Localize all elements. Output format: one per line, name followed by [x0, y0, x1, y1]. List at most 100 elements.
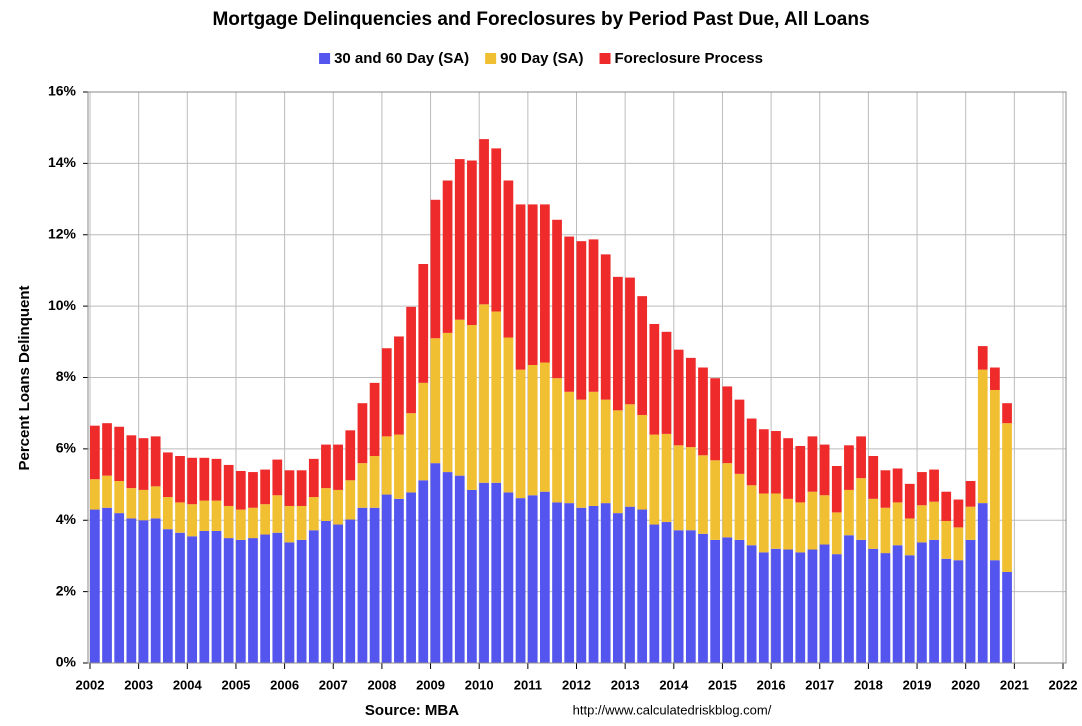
legend-swatch — [599, 53, 611, 64]
bar-segment — [454, 319, 465, 476]
bar-segment — [904, 555, 915, 663]
bar-segment — [600, 503, 611, 663]
bar-segment — [564, 236, 575, 392]
bar-segment — [321, 520, 331, 663]
y-tick-label: 16% — [48, 83, 77, 99]
x-tick-label: 2012 — [562, 677, 591, 692]
bar-segment — [308, 530, 319, 663]
bar-segment — [540, 362, 550, 492]
bar-segment — [223, 505, 234, 539]
y-tick-label: 12% — [48, 225, 77, 241]
bar-segment — [941, 558, 952, 663]
bar-segment — [710, 539, 721, 663]
legend-swatch — [319, 53, 331, 64]
bar-segment — [722, 386, 733, 464]
bar-segment — [540, 491, 550, 663]
x-tick-label: 2008 — [367, 677, 396, 692]
bar-segment — [783, 498, 793, 550]
bar-segment — [661, 331, 672, 434]
bar-segment — [844, 489, 854, 536]
bar-segment — [892, 545, 903, 663]
bar-segment — [260, 534, 271, 663]
x-tick-label: 2007 — [319, 677, 348, 692]
bar-segment — [503, 180, 514, 338]
bar-segment — [442, 332, 453, 473]
x-tick-label: 2010 — [465, 677, 494, 692]
bar-segment — [771, 431, 781, 494]
bar-segment — [223, 464, 234, 506]
bar-segment — [430, 338, 441, 464]
bar-segment — [199, 530, 210, 663]
bar-segment — [880, 553, 891, 663]
bar-segment — [235, 539, 246, 663]
y-tick-label: 10% — [48, 297, 77, 313]
bar-segment — [1002, 423, 1012, 572]
bar-segment — [90, 425, 100, 480]
bar-segment — [929, 539, 939, 663]
bar-segment — [734, 473, 745, 540]
bar-segment — [442, 472, 453, 663]
bar-segment — [929, 501, 939, 540]
y-tick-label: 14% — [48, 154, 77, 170]
bar-segment — [917, 472, 927, 506]
bar-segment — [394, 498, 404, 663]
bar-segment — [625, 506, 635, 663]
bar-segment — [588, 505, 599, 663]
bar-segment — [564, 391, 575, 504]
bar-segment — [467, 325, 477, 490]
bar-segment — [990, 367, 1000, 390]
bar-segment — [649, 434, 660, 525]
bar-segment — [612, 410, 623, 514]
bar-segment — [807, 549, 818, 663]
bar-segment — [211, 458, 222, 501]
bar-segment — [308, 458, 319, 498]
bar-segment — [321, 444, 331, 489]
bar-segment — [831, 512, 842, 555]
bar-segment — [722, 537, 733, 663]
bar-segment — [856, 478, 866, 540]
bar-segment — [369, 456, 380, 508]
bar-segment — [783, 549, 793, 663]
y-tick-label: 0% — [56, 654, 77, 670]
bar-segment — [454, 475, 465, 663]
bar-segment — [114, 513, 125, 663]
bar-segment — [904, 518, 915, 556]
bar-segment — [734, 399, 745, 474]
bar-segment — [856, 539, 866, 663]
bar-segment — [795, 446, 806, 503]
bar-segment — [248, 472, 258, 508]
bar-segment — [381, 494, 392, 663]
bar-segment — [138, 520, 149, 663]
bar-segment — [771, 493, 781, 549]
bar-segment — [953, 527, 964, 561]
bar-segment — [552, 219, 562, 379]
bar-segment — [673, 530, 684, 663]
bar-segment — [235, 509, 246, 540]
y-tick-label: 4% — [56, 511, 77, 527]
bar-segment — [1002, 571, 1012, 663]
x-tick-label: 2013 — [611, 677, 640, 692]
bar-segment — [722, 463, 733, 538]
bar-segment — [333, 524, 343, 663]
bar-segment — [272, 495, 283, 533]
bar-segment — [831, 554, 842, 663]
bar-segment — [284, 542, 295, 663]
bar-segment — [917, 542, 927, 663]
bar-segment — [248, 538, 258, 663]
bar-segment — [479, 482, 489, 663]
bar-segment — [138, 489, 149, 521]
bar-segment — [540, 204, 550, 363]
bar-segment — [990, 389, 1000, 561]
bar-segment — [187, 457, 198, 505]
bar-segment — [698, 455, 708, 534]
bar-segment — [199, 500, 210, 531]
bar-segment — [673, 445, 684, 531]
bar-segment — [357, 507, 368, 663]
bar-segment — [126, 518, 137, 663]
bar-segment — [126, 435, 137, 489]
bar-segment — [649, 323, 660, 435]
bar-segment — [965, 480, 976, 507]
bar-segment — [284, 505, 295, 543]
bar-segment — [503, 492, 514, 663]
bar-segment — [235, 471, 246, 510]
